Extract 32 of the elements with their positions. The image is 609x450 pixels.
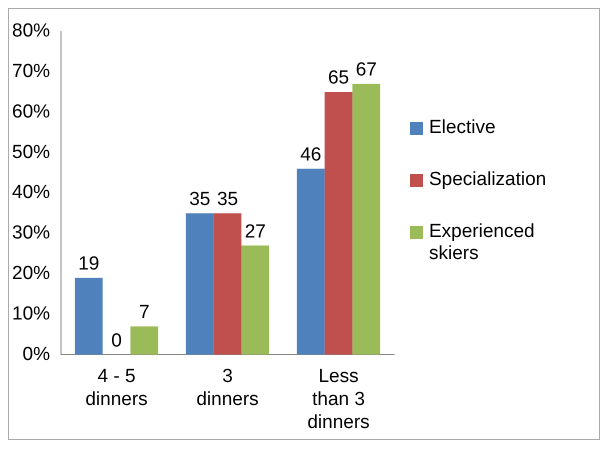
data-label: 35 [216, 188, 238, 210]
y-tick-label: 30% [12, 222, 50, 244]
y-tick-label: 10% [12, 303, 50, 324]
y-tick-label: 80% [12, 20, 50, 42]
bar [186, 213, 214, 355]
y-tick-label: 20% [12, 263, 50, 284]
y-tick-label: 60% [12, 101, 50, 122]
legend-label: Specialization [429, 169, 548, 191]
data-label: 19 [78, 254, 100, 275]
legend-label: Elective [429, 117, 497, 139]
y-tick-label: 40% [12, 182, 50, 204]
bar [324, 92, 352, 355]
y-tick-label: 50% [12, 142, 50, 163]
x-tick-label: 3 dinners [196, 366, 259, 410]
data-label: 67 [356, 60, 377, 81]
data-label: 35 [189, 188, 210, 210]
y-tick-label: 0% [22, 344, 50, 365]
data-label: 0 [111, 330, 122, 352]
bar [241, 246, 270, 355]
legend-label: Experienced skiers [429, 221, 536, 265]
bar [74, 278, 103, 355]
x-tick-label: 4 - 5 dinners [85, 366, 148, 410]
data-label: 46 [300, 144, 322, 166]
data-label: 65 [328, 68, 350, 89]
y-tick-label: 70% [12, 61, 50, 82]
bar [214, 213, 242, 355]
bar [352, 84, 380, 355]
bar [296, 168, 325, 355]
x-tick-label: Less than 3 dinners [307, 366, 370, 433]
data-label: 27 [244, 221, 266, 242]
data-label: 7 [138, 302, 150, 324]
bar [130, 326, 158, 355]
